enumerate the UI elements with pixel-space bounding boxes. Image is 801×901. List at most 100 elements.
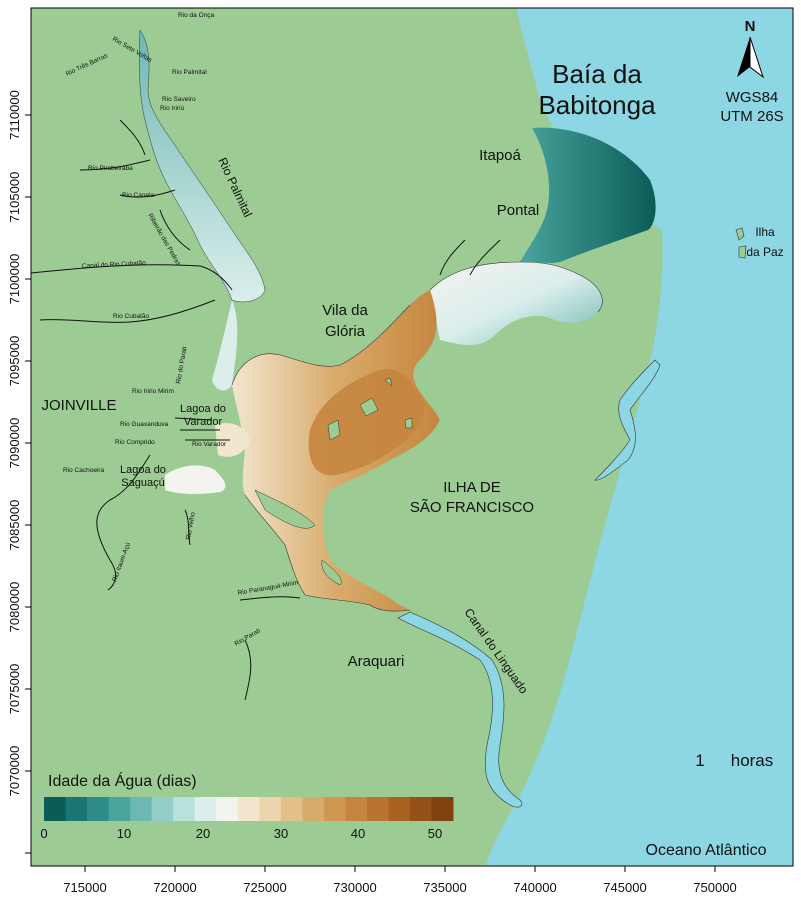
x-tick-label: 720000: [153, 880, 196, 895]
legend-swatch: [388, 797, 411, 821]
legend: Idade da Água (dias) 0 10 20 30 40 50: [40, 771, 454, 841]
ocean-label: Oceano Atlântico: [646, 842, 767, 859]
legend-swatch: [323, 797, 346, 821]
x-tick-label: 750000: [693, 880, 736, 895]
y-tick-label: 7100000: [7, 254, 22, 305]
legend-swatch: [130, 797, 153, 821]
ilha-lagoon: [594, 359, 661, 481]
y-tick-label: 7070000: [7, 746, 22, 797]
bay-core: [308, 369, 424, 476]
legend-swatch: [431, 797, 454, 821]
place-lagoa-varador-1: Lagoa do: [180, 403, 226, 415]
river-label: Rio Cubatão: [113, 313, 150, 320]
y-tick-marks: [25, 114, 31, 854]
legend-title: Idade da Água (dias): [48, 771, 197, 790]
y-tick-label: 7085000: [7, 500, 22, 551]
river-label: Rio da Onça: [178, 12, 215, 19]
west-upper-water: [212, 300, 238, 391]
projection-line1: WGS84: [726, 89, 779, 106]
lagoa-saguacu-water: [165, 465, 226, 495]
legend-swatch: [108, 797, 131, 821]
river-label: Rio Cachoeira: [63, 467, 105, 474]
y-tick-label: 7075000: [7, 664, 22, 715]
y-axis: 7110000 7105000 7100000 7095000 7090000 …: [7, 8, 32, 866]
place-ilha-sf-1: ILHA DE: [443, 479, 501, 496]
legend-color-bar: [44, 797, 454, 821]
map-title-line2: Babitonga: [538, 90, 656, 120]
x-tick-label: 715000: [63, 880, 106, 895]
place-ilha-sf-2: SÃO FRANCISCO: [410, 499, 534, 516]
bay-islands: [254, 377, 413, 586]
place-lagoa-saguacu-2: Saguaçú: [121, 477, 164, 489]
legend-swatch: [259, 797, 282, 821]
river-label: Rio Saveiro: [162, 96, 196, 103]
river-label: Rio Iririú: [160, 105, 185, 112]
y-tick-label: 7105000: [7, 172, 22, 223]
x-tick-label: 735000: [423, 880, 466, 895]
river-label: Rio Palmital: [172, 69, 207, 76]
legend-tick-label: 10: [117, 826, 131, 841]
place-itapoa: Itapoá: [479, 147, 521, 164]
legend-swatch: [280, 797, 303, 821]
y-tick-label: 7090000: [7, 418, 22, 469]
legend-swatch: [237, 797, 260, 821]
place-araquari: Araquari: [348, 653, 405, 670]
time-value: 1: [695, 751, 704, 770]
x-axis: 715000 720000 725000 730000 735000 74000…: [31, 865, 793, 895]
legend-swatch: [151, 797, 174, 821]
legend-swatch: [65, 797, 88, 821]
projection-line2: UTM 26S: [720, 108, 783, 125]
map-frame: [30, 7, 794, 867]
river-label: Rio Iririu Mirim: [132, 388, 174, 395]
rio-palmital-channel: [139, 29, 266, 303]
legend-swatch: [194, 797, 217, 821]
river-label: Rio Varador: [192, 441, 227, 448]
place-vila-gloria-2: Glória: [325, 323, 366, 340]
bay-upper: [430, 262, 603, 345]
time-unit: horas: [731, 751, 774, 770]
place-ilha-paz-2: da Paz: [746, 245, 783, 259]
y-tick-label: 7095000: [7, 336, 22, 387]
legend-swatch: [87, 797, 110, 821]
place-ilha-paz-1: Ilha: [755, 225, 775, 239]
legend-swatch: [366, 797, 389, 821]
place-lagoa-saguacu-1: Lagoa do: [120, 464, 166, 476]
x-tick-marks: [84, 866, 716, 872]
place-vila-gloria-1: Vila da: [322, 302, 368, 319]
map-title-line1: Baía da: [552, 59, 642, 89]
river-label: Rio Canela: [122, 192, 155, 199]
ilha-da-paz: [735, 227, 747, 259]
x-tick-label: 745000: [603, 880, 646, 895]
y-tick-label: 7080000: [7, 582, 22, 633]
legend-tick-label: 0: [40, 826, 47, 841]
place-lagoa-varador-2: Varador: [184, 416, 223, 428]
legend-tick-label: 30: [274, 826, 288, 841]
river-network: [30, 119, 501, 701]
legend-tick-label: 50: [428, 826, 442, 841]
river-label: Canal do Rio Cubatão: [82, 260, 147, 270]
place-joinville: JOINVILLE: [41, 397, 116, 414]
lagoa-varador-water: [215, 423, 250, 457]
legend-swatch: [345, 797, 368, 821]
river-label: Rio Pirabeiraba: [88, 165, 133, 172]
legend-swatch: [409, 797, 432, 821]
estuary-outline: [231, 261, 603, 612]
legend-swatch: [302, 797, 325, 821]
legend-swatch: [44, 797, 67, 821]
canal-do-linguado-channel: [397, 611, 523, 808]
legend-swatch: [173, 797, 196, 821]
y-tick-label: 7110000: [7, 90, 22, 140]
north-arrow-label: N: [745, 18, 756, 35]
bay-entrance: [520, 127, 656, 263]
x-tick-label: 740000: [513, 880, 556, 895]
ocean-area: [486, 8, 793, 866]
legend-tick-label: 20: [196, 826, 210, 841]
river-label: Rio Velho: [185, 511, 197, 540]
x-tick-label: 725000: [243, 880, 286, 895]
legend-swatch: [216, 797, 239, 821]
river-label: Rio Comprido: [115, 439, 155, 446]
legend-tick-label: 40: [351, 826, 365, 841]
place-pontal: Pontal: [497, 202, 540, 219]
north-arrow-icon: N: [737, 18, 764, 79]
